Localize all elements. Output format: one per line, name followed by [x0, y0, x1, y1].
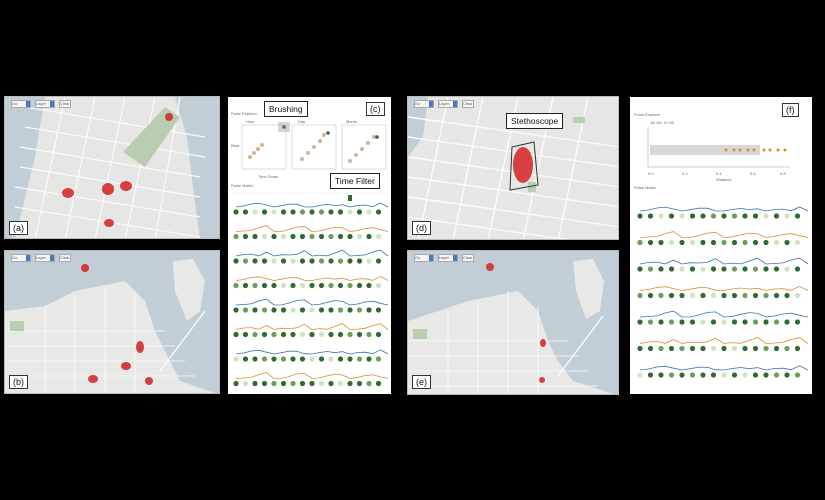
panel-label: (b)	[9, 375, 28, 389]
callout-time-filter: Time Filter	[330, 173, 380, 189]
xtick: 0.6	[750, 171, 756, 176]
matrix-row	[637, 337, 809, 352]
filter-dropdown[interactable]: Layer	[438, 100, 458, 108]
matrix-row	[233, 225, 389, 240]
section-title: Pulse Explorer	[231, 111, 258, 116]
clear-button[interactable]: Clear	[59, 100, 71, 108]
hotspot	[136, 341, 144, 353]
panel-label: (e)	[412, 375, 431, 389]
layer-dropdown[interactable]: Go	[11, 254, 31, 262]
xtick: 0.8	[780, 171, 786, 176]
xtick: 0.2	[682, 171, 688, 176]
layer-dropdown[interactable]: Go	[414, 254, 434, 262]
panel-label: (d)	[412, 221, 431, 235]
hotspot	[102, 183, 114, 195]
brush-rect	[278, 122, 290, 132]
matrix-row	[637, 365, 809, 378]
hotspot	[104, 219, 114, 227]
clear-button[interactable]: Clear	[59, 254, 71, 262]
matrix-row	[233, 349, 389, 362]
yaxis-label: Beat	[231, 143, 240, 148]
matrix-row	[637, 231, 809, 246]
xaxis-label: Time Scale	[258, 174, 278, 179]
filter-dropdown[interactable]: Layer	[35, 100, 55, 108]
section-title: Pulse Explorer	[634, 112, 661, 117]
plot-title-month: Month	[346, 119, 358, 124]
xtick: 0.0	[648, 171, 654, 176]
matrix-row	[637, 310, 809, 325]
plot-title-day: Day	[298, 119, 306, 124]
matrix-row	[233, 202, 389, 215]
panel-label: (c)	[366, 102, 385, 116]
hotspot	[486, 263, 494, 271]
map-panel-a[interactable]: Go Layer Clear (a)	[4, 96, 220, 239]
layer-dropdown[interactable]: Go	[414, 100, 434, 108]
section2-title: Pulse Matrix	[231, 183, 254, 188]
matrix-row	[637, 257, 809, 272]
pulse-matrix-f	[637, 206, 809, 378]
xaxis-label: Distance	[716, 177, 732, 182]
xtick: 0.4	[716, 171, 722, 176]
hotspot	[88, 375, 98, 383]
map-a-canvas	[5, 97, 219, 238]
matrix-row	[233, 275, 389, 289]
pulse-matrix-c	[233, 202, 389, 387]
panel-label: (f)	[782, 103, 799, 117]
panel-label: (a)	[9, 221, 28, 235]
pulse-explorer-plots	[231, 122, 388, 201]
distance-plot	[647, 127, 790, 168]
hotspot	[81, 264, 89, 272]
matrix-row	[637, 206, 809, 219]
pulse-panel-f: Pulse Explorer Jul 4th, 07:00 0.0 0.2 0.…	[630, 97, 812, 394]
hotspot	[513, 147, 533, 183]
filter-dropdown[interactable]: Layer	[438, 254, 458, 262]
matrix-row	[233, 298, 389, 313]
matrix-row	[233, 372, 389, 387]
hotspot	[121, 362, 131, 370]
stethoscope-region	[509, 141, 539, 191]
callout-brushing: Brushing	[264, 101, 308, 117]
clear-button[interactable]: Clear	[462, 100, 474, 108]
map-panel-e[interactable]: Go Layer Clear (e)	[407, 250, 619, 395]
hotspot	[145, 377, 153, 385]
map-b-canvas	[5, 251, 219, 393]
row-label: Jul 4th, 07:00	[650, 120, 675, 125]
time-filter-marker	[348, 195, 352, 201]
hotspot	[62, 188, 74, 198]
pulse-panel-c: Pulse Explorer Hour Day Month Time Scale…	[228, 97, 391, 394]
section2-title: Pulse Matrix	[634, 185, 657, 190]
hotspot	[539, 377, 545, 383]
map-d-canvas	[408, 97, 618, 239]
matrix-row	[233, 249, 389, 264]
hotspot	[540, 339, 546, 347]
map-panel-b[interactable]: Go Layer Clear (b)	[4, 250, 220, 394]
map-e-canvas	[408, 251, 618, 394]
clear-button[interactable]: Clear	[462, 254, 474, 262]
hotspot	[165, 113, 173, 121]
plot-title-hour: Hour	[246, 119, 255, 124]
callout-stethoscope: Stethoscope	[506, 113, 564, 129]
layer-dropdown[interactable]: Go	[11, 100, 31, 108]
hotspot	[120, 181, 132, 191]
filter-dropdown[interactable]: Layer	[35, 254, 55, 262]
matrix-row	[233, 323, 389, 338]
matrix-row	[637, 285, 809, 299]
